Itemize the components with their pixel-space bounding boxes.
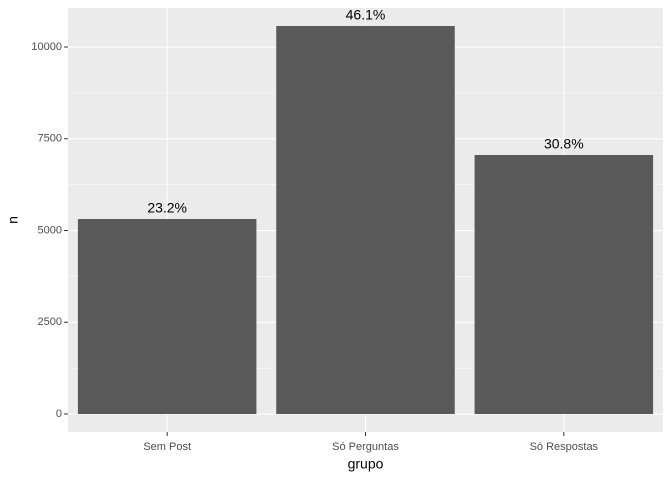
y-tick-label: 2500 xyxy=(38,316,62,328)
y-tick-label: 0 xyxy=(56,408,62,420)
y-tick-label: 5000 xyxy=(38,224,62,236)
y-tick-label: 10000 xyxy=(31,41,62,53)
bar xyxy=(474,155,654,415)
bar xyxy=(276,26,455,415)
bar-label: 23.2% xyxy=(147,200,187,216)
bar-label: 46.1% xyxy=(346,7,386,23)
x-tick-label: Só Perguntas xyxy=(332,441,399,453)
x-axis-title: grupo xyxy=(348,456,384,472)
bar xyxy=(77,219,257,415)
bar-label: 30.8% xyxy=(544,136,584,152)
y-axis-title: n xyxy=(5,216,21,224)
y-tick-label: 7500 xyxy=(38,133,62,145)
x-tick-label: Só Respostas xyxy=(530,441,599,453)
x-tick-label: Sem Post xyxy=(143,441,191,453)
